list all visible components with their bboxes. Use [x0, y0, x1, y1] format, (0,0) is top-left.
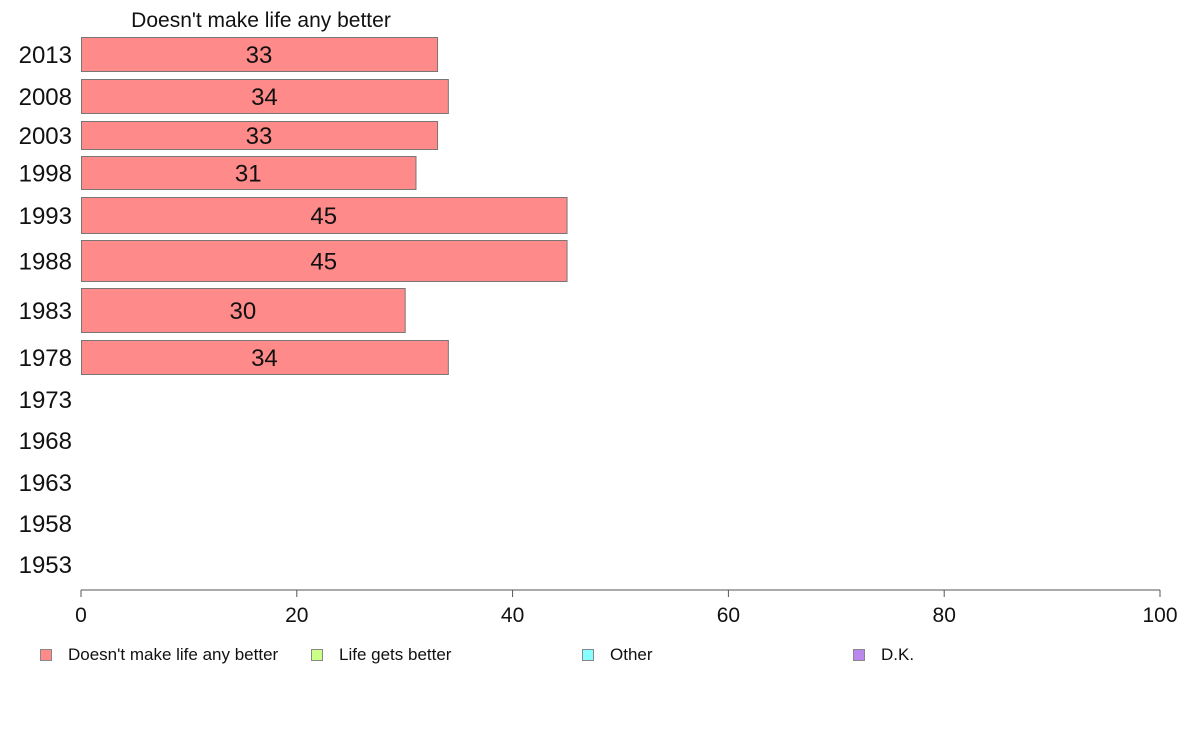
legend-label: D.K. [881, 645, 915, 664]
bar [81, 340, 449, 375]
legend-swatch [311, 649, 323, 661]
legend: Doesn't make life any better Life gets b… [40, 645, 1160, 665]
legend-swatch [853, 649, 865, 661]
chart-title: Doesn't make life any better [131, 9, 391, 32]
y-tick-label: 1973 [19, 387, 72, 414]
x-tick-label: 60 [717, 604, 740, 627]
bar-series [81, 37, 568, 375]
bar-value-label: 30 [229, 298, 256, 325]
bar [81, 121, 439, 150]
bar [81, 37, 439, 72]
bar [81, 197, 568, 234]
legend-item-dk: D.K. [853, 645, 914, 665]
bar-value-label: 33 [246, 42, 273, 69]
x-axis: 0 20 40 60 80 100 [75, 589, 1178, 627]
bar-value-label: 33 [246, 123, 273, 150]
bar [81, 79, 449, 114]
y-tick-label: 2003 [19, 123, 72, 150]
bar-value-label: 34 [251, 345, 278, 372]
bar-value-label: 31 [235, 161, 262, 188]
y-tick-label: 1988 [19, 249, 72, 276]
y-tick-label: 2013 [19, 42, 72, 69]
legend-label: Life gets better [339, 645, 452, 664]
y-tick-label: 1953 [19, 552, 72, 579]
bar [81, 288, 406, 333]
legend-swatch [582, 649, 594, 661]
bar-value-label: 34 [251, 84, 278, 111]
y-tick-label: 1968 [19, 428, 72, 455]
legend-label: Other [610, 645, 653, 664]
legend-item-other: Other [582, 645, 653, 665]
legend-swatch [40, 649, 52, 661]
y-axis-labels: 2013 2008 2003 1998 1993 1988 1983 1978 1973 1968… [19, 42, 72, 579]
x-tick-label: 100 [1142, 604, 1177, 627]
y-tick-label: 2008 [19, 84, 72, 111]
bar [81, 156, 417, 190]
bar [81, 240, 568, 282]
y-tick-label: 1958 [19, 511, 72, 538]
legend-label: Doesn't make life any better [68, 645, 279, 664]
y-tick-label: 1983 [19, 298, 72, 325]
y-tick-label: 1978 [19, 345, 72, 372]
legend-item-doesnt-make-life-better: Doesn't make life any better [40, 645, 278, 665]
bar-value-label: 45 [310, 203, 337, 230]
x-tick-label: 80 [933, 604, 956, 627]
bar-value-label: 45 [310, 249, 337, 276]
y-tick-label: 1998 [19, 161, 72, 188]
bar-value-labels: 33 34 33 31 45 45 30 34 [229, 42, 337, 372]
x-tick-label: 40 [501, 604, 524, 627]
legend-item-life-gets-better: Life gets better [311, 645, 451, 665]
y-tick-label: 1963 [19, 470, 72, 497]
x-tick-label: 0 [75, 604, 87, 627]
x-tick-label: 20 [285, 604, 308, 627]
y-tick-label: 1993 [19, 203, 72, 230]
